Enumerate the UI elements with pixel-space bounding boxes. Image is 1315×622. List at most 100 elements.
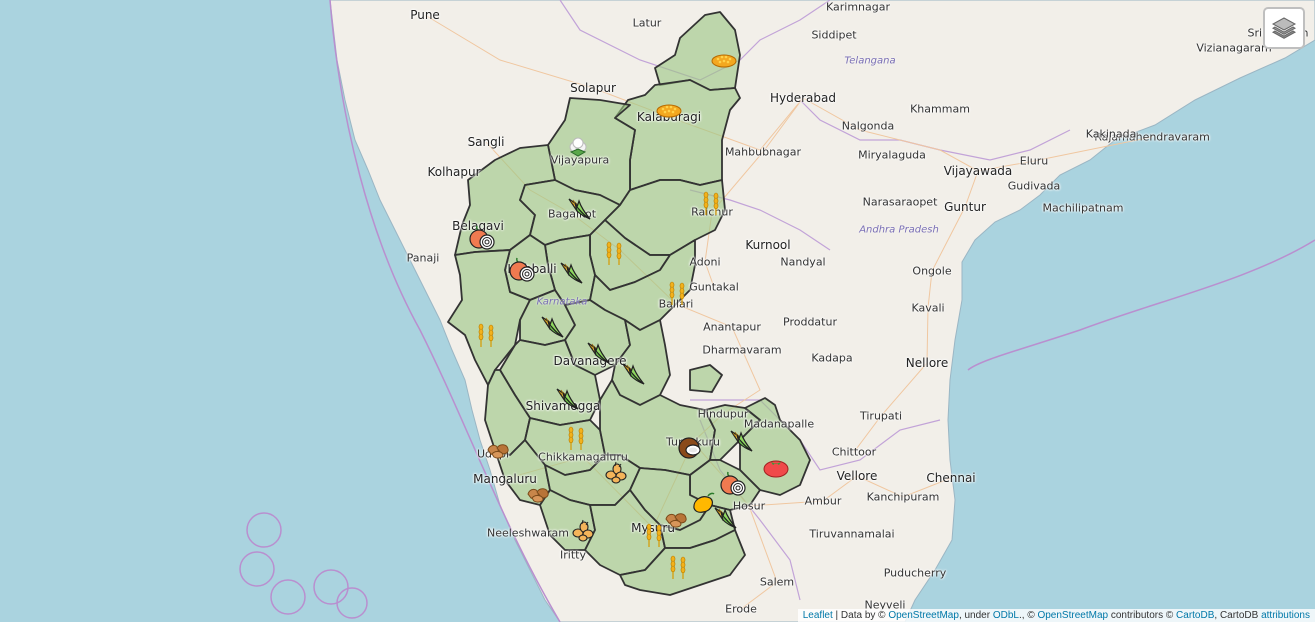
city-label: Kadapa xyxy=(811,351,853,365)
attribution-text-5: , CartoDB xyxy=(1214,610,1262,621)
city-label: Guntakal xyxy=(689,280,739,294)
city-label: Kurnool xyxy=(745,238,791,252)
city-label: Khammam xyxy=(910,102,970,116)
city-label: Karimnagar xyxy=(825,0,891,14)
city-label: Vijayapura xyxy=(550,153,610,167)
layers-control-button[interactable] xyxy=(1263,7,1305,49)
attribution-text-2: , under xyxy=(958,610,993,621)
wheat-icon[interactable] xyxy=(599,237,629,267)
state-label: Karnataka xyxy=(536,296,588,308)
leaflet-link[interactable]: Leaflet xyxy=(802,610,833,621)
city-label: Nandyal xyxy=(780,255,826,269)
city-label: Machilipatnam xyxy=(1042,201,1124,215)
city-label: Shivamogga xyxy=(525,399,601,413)
cashew-icon[interactable] xyxy=(661,503,691,533)
city-label: Davanagere xyxy=(553,354,627,368)
onion-icon[interactable] xyxy=(507,254,537,284)
wheat-icon[interactable] xyxy=(662,277,692,307)
corn-icon[interactable] xyxy=(617,358,647,388)
city-label: Pune xyxy=(410,8,440,22)
wheat-icon[interactable] xyxy=(639,519,669,549)
attribution-text-1: | Data by © xyxy=(832,610,889,621)
city-label: Nellore xyxy=(905,356,949,370)
corn-icon[interactable] xyxy=(563,193,593,223)
tomato-icon[interactable] xyxy=(761,452,791,482)
corn-icon[interactable] xyxy=(536,311,566,341)
city-label: Anantapur xyxy=(703,320,761,334)
corn-icon[interactable] xyxy=(725,425,755,455)
cartodb-link[interactable]: CartoDB xyxy=(1176,610,1215,621)
wheat-icon[interactable] xyxy=(561,422,591,452)
corn-icon[interactable] xyxy=(582,337,612,367)
city-label: Miryalaguda xyxy=(858,148,926,162)
city-label: Adoni xyxy=(689,255,721,269)
city-label: Madanapalle xyxy=(743,417,815,431)
corn-icon[interactable] xyxy=(555,257,585,287)
onion-icon[interactable] xyxy=(718,468,748,498)
city-label: Chittoor xyxy=(831,445,877,459)
grain-pile-icon[interactable] xyxy=(654,93,684,123)
city-label: Mysuru xyxy=(631,521,675,535)
wheat-icon[interactable] xyxy=(471,319,501,349)
city-label: Sangli xyxy=(467,135,505,149)
odbl-link[interactable]: ODbL xyxy=(992,610,1019,621)
grain-pile-icon[interactable] xyxy=(709,43,739,73)
city-label: Vizianagaram xyxy=(1196,41,1272,55)
city-label: Eluru xyxy=(1019,154,1049,168)
attribution-text-3: ., © xyxy=(1018,610,1038,621)
city-label: Mangaluru xyxy=(473,472,537,486)
cashew-icon[interactable] xyxy=(523,478,553,508)
city-label: Salem xyxy=(759,575,795,589)
city-label: Hyderabad xyxy=(770,91,836,105)
corn-icon[interactable] xyxy=(551,383,581,413)
city-label: Belagavi xyxy=(452,219,504,233)
cashew-icon[interactable] xyxy=(483,434,513,464)
cotton-icon[interactable] xyxy=(563,135,593,165)
city-label: Hindupur xyxy=(697,407,749,421)
city-label: Ballari xyxy=(658,297,694,311)
district-uttara-kannada[interactable] xyxy=(447,249,531,386)
osm-contributors-link[interactable]: OpenStreetMap xyxy=(1037,610,1109,621)
city-label: Nalgonda xyxy=(841,119,895,133)
city-label: Kanchipuram xyxy=(866,490,940,504)
city-label: Guntur xyxy=(944,200,986,214)
city-label: Panaji xyxy=(406,251,440,265)
coconut-icon[interactable] xyxy=(676,433,706,463)
maritime-boundaries xyxy=(239,0,1315,622)
city-label: Chennai xyxy=(926,471,976,485)
city-label: Vellore xyxy=(836,469,878,483)
district-karnataka-enclave[interactable] xyxy=(689,364,723,393)
attribution-text-4: contributors © xyxy=(1108,610,1177,621)
city-label: Neeleshwaram xyxy=(486,526,570,540)
karnataka-districts[interactable] xyxy=(447,11,811,596)
city-label: Hosur xyxy=(732,499,766,513)
wheat-icon[interactable] xyxy=(663,551,693,581)
city-label: Ongole xyxy=(912,264,952,278)
city-label: Ambur xyxy=(804,494,842,508)
wheat-icon[interactable] xyxy=(696,187,726,217)
city-label: Kavali xyxy=(911,301,945,315)
city-label: Latur xyxy=(632,16,662,30)
layers-icon xyxy=(1271,17,1297,39)
osm-link[interactable]: OpenStreetMap xyxy=(888,610,959,621)
city-label: Iritty xyxy=(560,548,586,562)
attributions-link[interactable]: attributions xyxy=(1261,610,1310,621)
ginger-icon[interactable] xyxy=(568,515,598,545)
city-label: Rajamahendravaram xyxy=(1094,130,1210,144)
ginger-icon[interactable] xyxy=(601,457,631,487)
city-label: Vijayawada xyxy=(943,164,1013,178)
city-label: Siddipet xyxy=(811,28,857,42)
city-label: Kakinada xyxy=(1085,127,1137,141)
city-label: Solapur xyxy=(570,81,616,95)
city-label: Tiruvannamalai xyxy=(809,527,895,541)
map-attribution: Leaflet | Data by © OpenStreetMap, under… xyxy=(797,609,1315,622)
city-label: Mahbubnagar xyxy=(724,145,802,159)
city-label: Tirupati xyxy=(859,409,903,423)
mango-icon[interactable] xyxy=(688,488,718,518)
onion-icon[interactable] xyxy=(467,222,497,252)
city-label: Neyveli xyxy=(864,598,906,612)
city-label: Raichur xyxy=(691,205,733,219)
corn-icon[interactable] xyxy=(709,502,739,532)
state-label: Telangana xyxy=(844,55,896,67)
